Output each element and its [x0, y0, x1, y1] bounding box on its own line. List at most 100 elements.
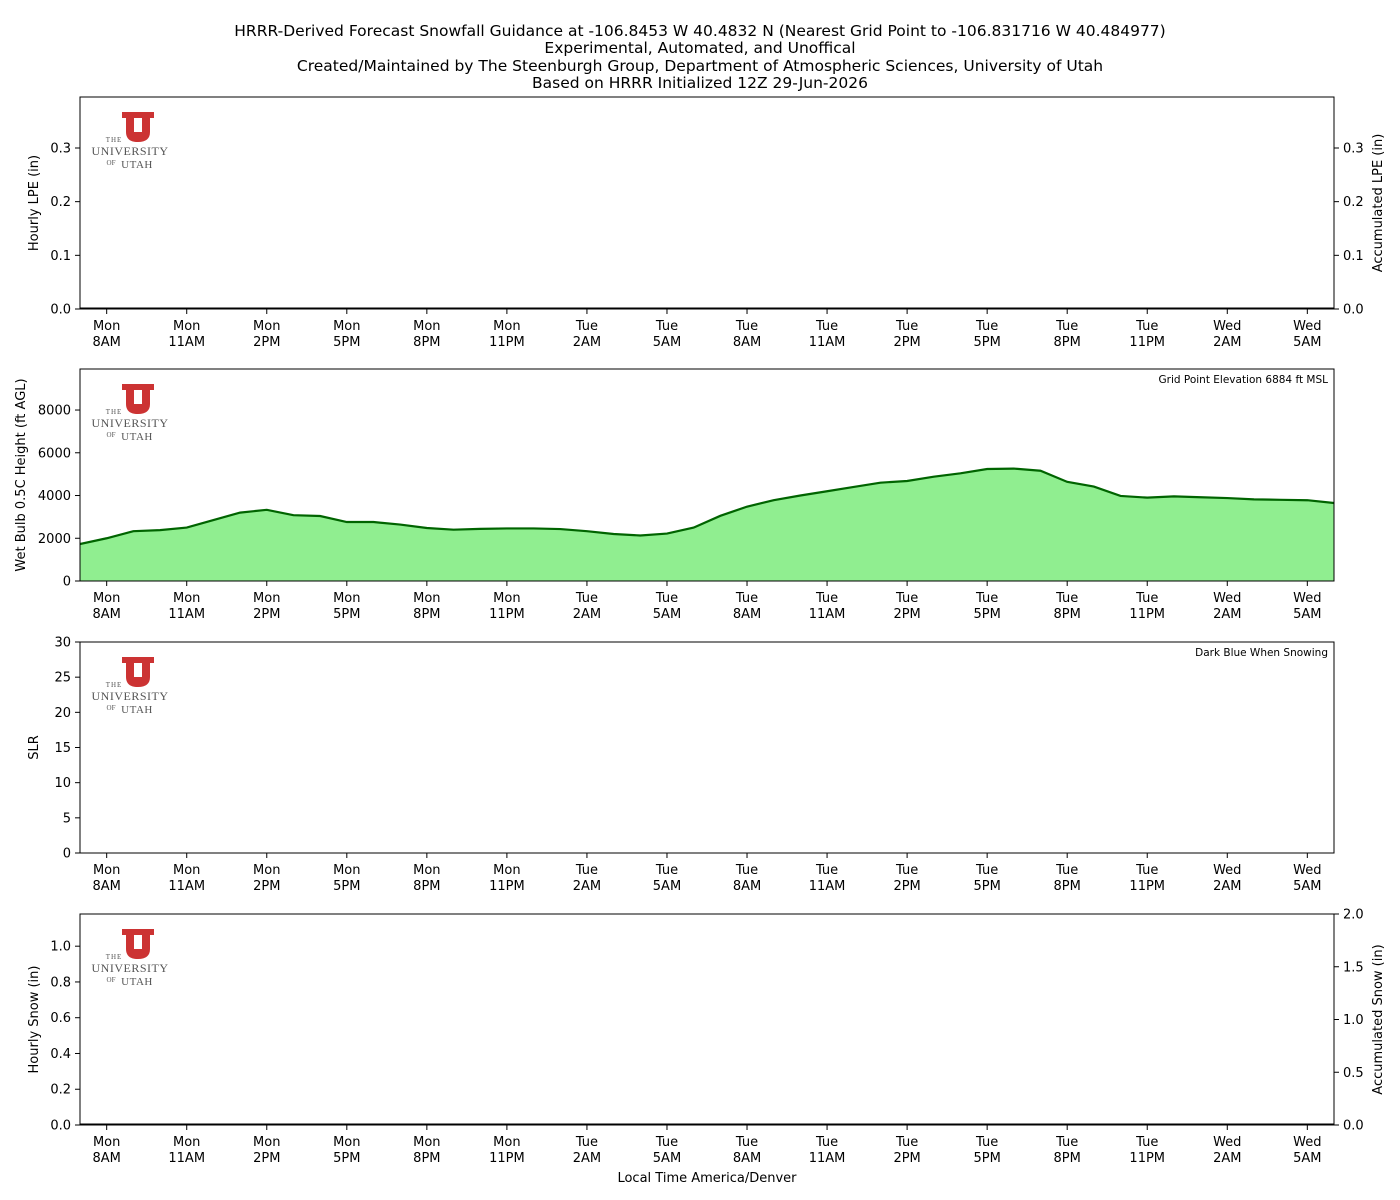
x-tick-label: Tue 2AM — [573, 319, 601, 350]
logo-text: UNIVERSITY — [92, 416, 169, 430]
logo-mark — [122, 112, 154, 142]
y2-axis-label: Accumulated Snow (in) — [1371, 944, 1386, 1094]
x-tick-label: Tue 11AM — [809, 319, 846, 350]
x-tick-label: Mon 8PM — [413, 319, 440, 350]
y-tick-label: 30 — [54, 636, 71, 651]
y-tick-label: 0.0 — [50, 1119, 71, 1134]
y2-tick-label: 0.0 — [1343, 1119, 1364, 1134]
x-tick-label: Tue 11PM — [1129, 591, 1165, 622]
plot-area — [80, 467, 1334, 581]
logo-text: OF — [107, 431, 116, 439]
x-tick-label: Tue 8PM — [1054, 1135, 1081, 1166]
x-tick-label: Tue 2PM — [893, 863, 920, 894]
logo-text: OF — [107, 976, 116, 984]
x-tick-label: Mon 2PM — [253, 319, 280, 350]
y-tick-label: 0.0 — [50, 303, 71, 318]
y-axis-label: Wet Bulb 0.5C Height (ft AGL) — [14, 378, 29, 571]
x-axis-label: Local Time America/Denver — [617, 1171, 797, 1186]
y-axis-label: SLR — [27, 735, 42, 760]
x-tick-label: Tue 11PM — [1129, 319, 1165, 350]
y-tick-label: 8000 — [38, 404, 71, 419]
annotation: Grid Point Elevation 6884 ft MSL — [1159, 374, 1329, 386]
logo-text: UNIVERSITY — [92, 144, 169, 158]
x-tick-label: Tue 8PM — [1054, 863, 1081, 894]
x-tick-label: Mon 11PM — [489, 863, 525, 894]
axes-frame — [79, 913, 1335, 1126]
logo-text: THE — [106, 136, 123, 144]
logo-text: UNIVERSITY — [92, 689, 169, 703]
y-tick-label: 0.8 — [50, 975, 71, 990]
x-tick-label: Wed 2AM — [1213, 1135, 1241, 1166]
x-tick-label: Tue 2PM — [893, 591, 920, 622]
y2-tick-label: 0.5 — [1343, 1066, 1364, 1081]
x-tick-label: Tue 8PM — [1054, 319, 1081, 350]
y-tick-label: 0 — [63, 575, 71, 590]
y-tick-label: 0 — [63, 847, 71, 862]
logo-mark — [122, 657, 154, 687]
x-tick-label: Mon 8PM — [413, 863, 440, 894]
x-tick-label: Mon 11AM — [168, 863, 205, 894]
y-tick-label: 0.1 — [50, 249, 71, 264]
x-tick-label: Tue 11AM — [809, 591, 846, 622]
x-tick-label: Tue 8AM — [733, 1135, 761, 1166]
x-tick-label: Wed 5AM — [1293, 591, 1321, 622]
title-line: HRRR-Derived Forecast Snowfall Guidance … — [234, 22, 1165, 40]
axes-frame — [79, 96, 1335, 310]
x-tick-label: Mon 5PM — [333, 863, 360, 894]
x-tick-label: Wed 2AM — [1213, 319, 1241, 350]
x-tick-label: Tue 5AM — [653, 319, 681, 350]
logo-text: THE — [106, 953, 123, 961]
x-tick-label: Wed 5AM — [1293, 863, 1321, 894]
x-tick-label: Mon 2PM — [253, 591, 280, 622]
x-tick-label: Mon 8AM — [92, 591, 120, 622]
x-tick-label: Tue 11PM — [1129, 863, 1165, 894]
y2-tick-label: 1.5 — [1343, 960, 1364, 975]
x-tick-label: Mon 11AM — [168, 319, 205, 350]
x-tick-label: Tue 11PM — [1129, 1135, 1165, 1166]
logo-text: UTAH — [121, 431, 153, 443]
logo-text: OF — [107, 159, 116, 167]
y2-tick-label: 0.2 — [1343, 195, 1364, 210]
y-tick-label: 25 — [54, 671, 71, 686]
y-axis-label: Hourly LPE (in) — [27, 155, 42, 251]
logo-mark — [122, 929, 154, 959]
y2-tick-label: 2.0 — [1343, 908, 1364, 923]
annotation: Dark Blue When Snowing — [1195, 647, 1328, 659]
x-tick-label: Tue 5AM — [653, 1135, 681, 1166]
y-tick-label: 1.0 — [50, 940, 71, 955]
y-tick-label: 2000 — [38, 532, 71, 547]
x-tick-label: Tue 2AM — [573, 591, 601, 622]
x-tick-label: Tue 2AM — [573, 1135, 601, 1166]
logo-text: THE — [106, 681, 123, 689]
x-tick-label: Tue 5PM — [973, 1135, 1000, 1166]
y-tick-label: 0.3 — [50, 141, 71, 156]
y-tick-label: 15 — [54, 741, 71, 756]
x-tick-label: Tue 2AM — [573, 863, 601, 894]
x-tick-label: Wed 5AM — [1293, 1135, 1321, 1166]
logo-mark — [122, 384, 154, 414]
y2-tick-label: 1.0 — [1343, 1013, 1364, 1028]
x-tick-label: Tue 8AM — [733, 591, 761, 622]
logo-text: UTAH — [121, 976, 153, 988]
x-tick-label: Tue 8PM — [1054, 591, 1081, 622]
y2-tick-label: 0.1 — [1343, 249, 1364, 264]
x-tick-label: Tue 11AM — [809, 1135, 846, 1166]
x-tick-label: Tue 2PM — [893, 1135, 920, 1166]
title-line: Based on HRRR Initialized 12Z 29-Jun-202… — [532, 74, 868, 92]
x-tick-label: Mon 11AM — [168, 1135, 205, 1166]
x-tick-label: Mon 8AM — [92, 1135, 120, 1166]
x-tick-label: Tue 5AM — [653, 863, 681, 894]
x-tick-label: Mon 11PM — [489, 1135, 525, 1166]
x-tick-label: Tue 5PM — [973, 591, 1000, 622]
x-tick-label: Mon 8PM — [413, 591, 440, 622]
y-tick-label: 5 — [63, 811, 71, 826]
x-tick-label: Mon 8AM — [92, 319, 120, 350]
y-tick-label: 10 — [54, 776, 71, 791]
logo-text: THE — [106, 408, 123, 416]
x-tick-label: Wed 2AM — [1213, 591, 1241, 622]
